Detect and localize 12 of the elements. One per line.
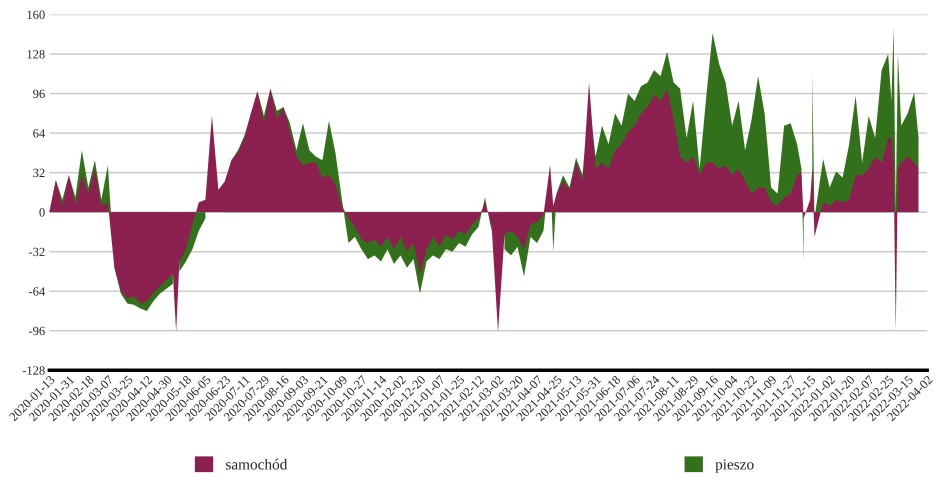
legend-label: samochód xyxy=(226,458,288,470)
y-tick-label: 160 xyxy=(28,10,45,19)
y-tick-label: -128 xyxy=(22,366,45,375)
y-tick-label: -64 xyxy=(28,287,45,296)
y-tick-label: -32 xyxy=(28,248,44,256)
y-tick-label: -96 xyxy=(28,326,45,336)
y-tick-label: 128 xyxy=(28,50,45,59)
y-tick-label: 32 xyxy=(33,168,44,178)
y-tick-label: 96 xyxy=(33,90,45,98)
legend-label: pieszo xyxy=(715,459,754,473)
y-tick-label: 0 xyxy=(39,208,45,217)
y-tick-label: 64 xyxy=(33,129,45,138)
